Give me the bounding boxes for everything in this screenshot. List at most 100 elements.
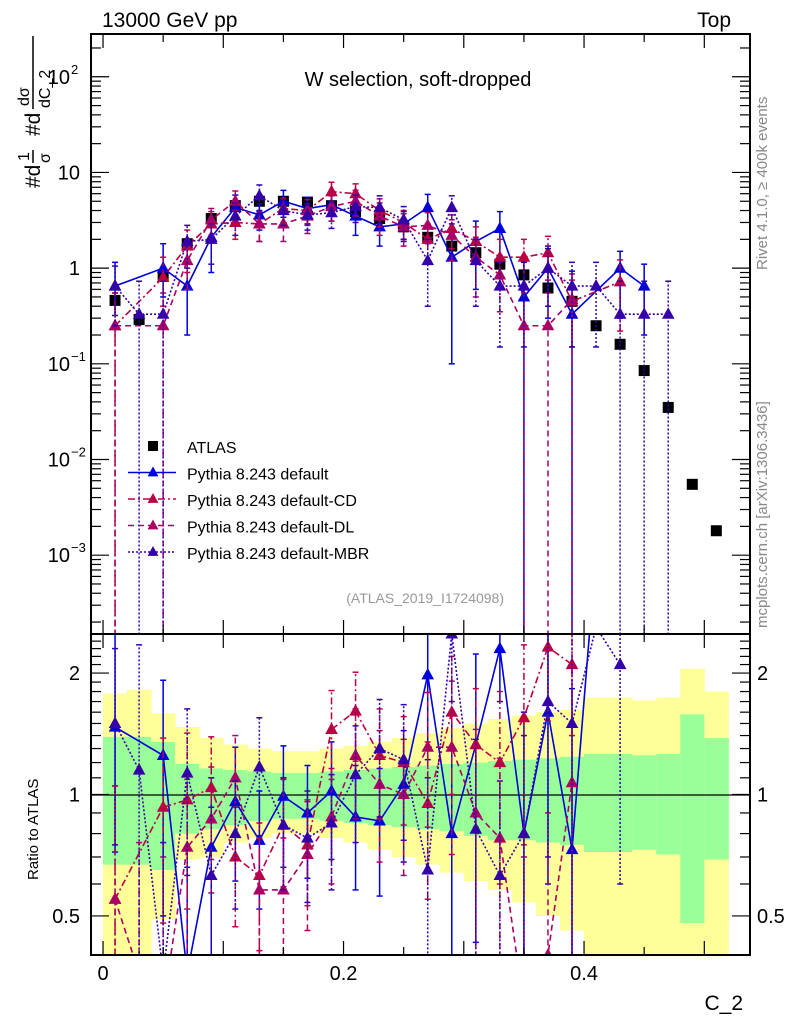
legend-label: Pythia 8.243 default-CD [187, 493, 357, 510]
data-point [229, 826, 242, 839]
data-point [156, 307, 170, 319]
main-series-atlas [109, 195, 722, 537]
ratio-series [108, 620, 627, 1010]
plot-title: W selection, soft-dropped [305, 69, 532, 91]
data-point [156, 800, 170, 812]
y-tick-label: 10 [48, 545, 70, 567]
data-point [156, 270, 170, 282]
x-tick-label: 0 [97, 963, 108, 985]
data-point [445, 228, 459, 240]
y-tick-exponent: 2 [71, 62, 78, 77]
legend-marker [147, 546, 159, 556]
data-point [204, 840, 218, 852]
y-title-d1: #d [22, 165, 45, 188]
ratio-y-tick-label-right: 2 [757, 663, 768, 685]
data-point [301, 837, 314, 850]
data-point [541, 245, 555, 258]
data-point [613, 307, 627, 319]
legend-entry: Pythia 8.243 default-CD [128, 493, 357, 510]
data-point [493, 279, 507, 291]
data-point [157, 998, 170, 1010]
uncertainty-bands [103, 668, 729, 955]
ratio-series-pythia-8-243-default-mbr [108, 620, 627, 978]
data-point [565, 657, 579, 670]
data-point [108, 892, 122, 904]
data-point [325, 199, 338, 212]
ratio-y-title: Ratio to ATLAS [25, 779, 42, 880]
data-point [253, 188, 266, 201]
main-frame [90, 33, 751, 635]
data-point [204, 212, 218, 225]
legend-label: ATLAS [187, 440, 237, 457]
energy-label: 13000 GeV pp [102, 9, 237, 32]
legend-marker [147, 519, 159, 530]
data-point [157, 966, 170, 978]
data-point [156, 261, 170, 273]
data-point [541, 261, 555, 273]
ratio-y-tick-label-right: 0.5 [757, 906, 785, 928]
data-point [133, 314, 145, 326]
data-point [277, 818, 290, 830]
data-point [421, 667, 435, 680]
ratio-y-tick-label: 1 [69, 785, 80, 807]
series-line [114, 746, 573, 955]
data-point [180, 766, 194, 778]
legend: ATLAS Pythia 8.243 default Pythia 8.243 de… [128, 440, 369, 563]
data-point [325, 815, 338, 828]
data-point [373, 200, 386, 213]
data-point [517, 250, 531, 262]
y-title-frac2-num: dσ [16, 87, 33, 106]
legend-label: Pythia 8.243 default [187, 467, 329, 484]
data-point [253, 759, 266, 772]
data-point [349, 704, 362, 716]
axis-ticks [91, 34, 750, 956]
y-title-frac2-den: dC_2 [37, 70, 54, 108]
x-axis-title: C_2 [704, 992, 743, 1015]
data-point [421, 253, 435, 266]
inner-band-bin [656, 754, 681, 855]
legend-label: Pythia 8.243 default-DL [187, 520, 354, 537]
data-point [253, 882, 266, 895]
data-point [493, 641, 507, 654]
data-point [541, 640, 555, 652]
data-point [229, 194, 242, 206]
ratio-y-tick-label: 0.5 [52, 906, 80, 928]
ratio-y-tick-label: 2 [69, 663, 80, 685]
data-point [421, 740, 435, 752]
y-tick-label: 1 [69, 258, 80, 280]
analysis-id: (ATLAS_2019_I1724098) [346, 590, 504, 606]
data-point [180, 234, 194, 247]
data-point [373, 741, 386, 754]
data-point [661, 307, 675, 319]
process-label: Top [697, 9, 731, 32]
y-axis-title: #d 1 σ #d dσ dC_2 [16, 36, 54, 188]
data-point [565, 716, 579, 729]
data-point [229, 215, 242, 228]
data-point [229, 770, 242, 783]
data-point [517, 710, 531, 723]
data-point [517, 318, 531, 331]
data-point [325, 205, 338, 218]
data-point [493, 221, 507, 233]
data-point [108, 716, 122, 729]
data-point [590, 620, 603, 632]
data-point [541, 318, 555, 331]
inner-band-bin [704, 738, 729, 860]
rivet-label: Rivet 4.1.0, ≥ 400k events [754, 97, 771, 270]
data-point [589, 279, 603, 291]
data-point [349, 767, 362, 780]
data-point [156, 318, 170, 331]
data-point [565, 775, 579, 788]
main-series [108, 181, 722, 634]
data-point [204, 780, 218, 793]
y-title-frac1-den: σ [37, 153, 54, 163]
data-point [421, 862, 435, 875]
legend-marker [147, 466, 159, 477]
data-point [253, 207, 266, 220]
inner-band-bin [584, 754, 609, 853]
y-tick-exponent: −2 [71, 444, 86, 459]
data-point [445, 740, 459, 752]
data-point [614, 338, 626, 350]
data-point [517, 826, 531, 839]
